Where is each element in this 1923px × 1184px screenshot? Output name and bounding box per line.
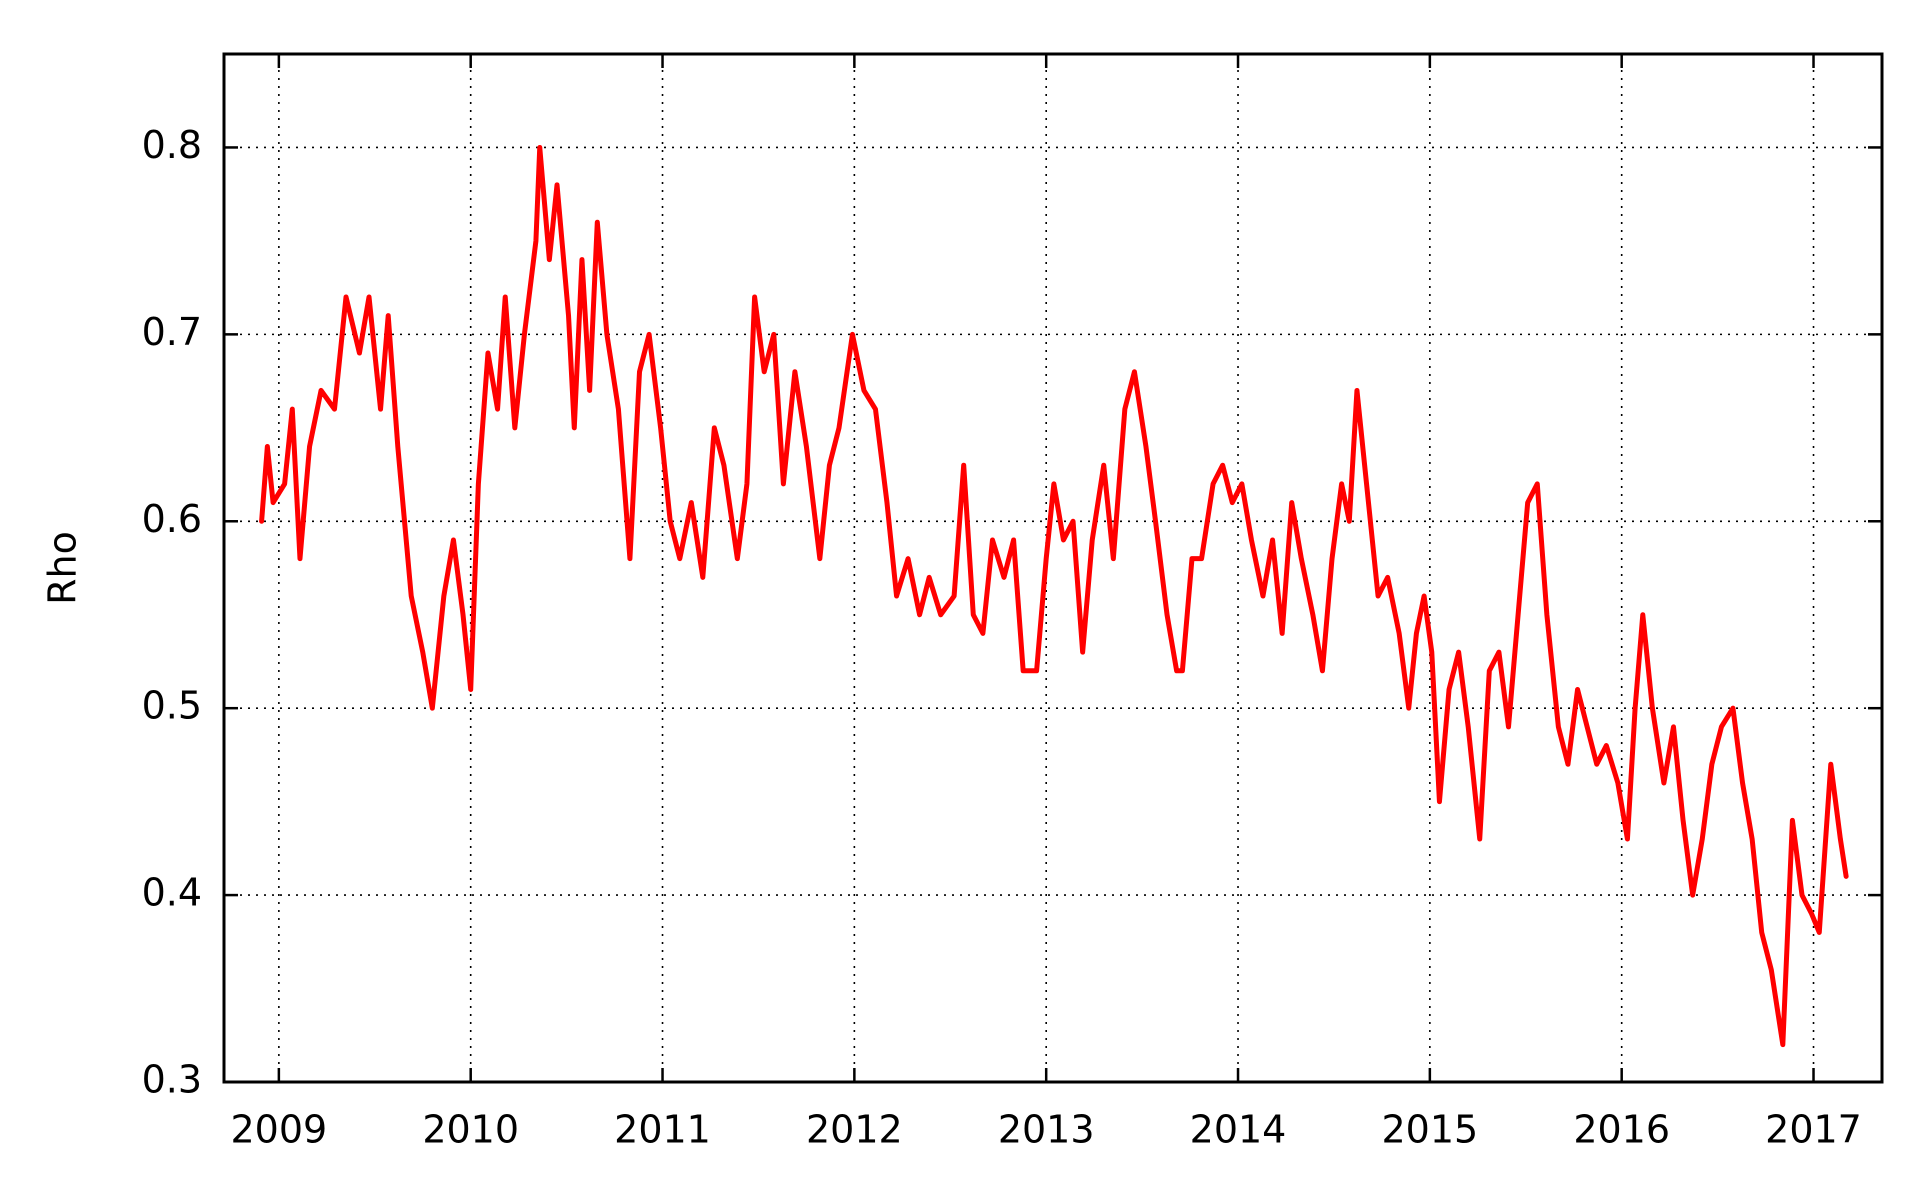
- x-tick-label: 2012: [806, 1108, 903, 1152]
- y-tick-label: 0.3: [142, 1058, 202, 1102]
- x-tick-label: 2016: [1573, 1108, 1670, 1152]
- data-line: [259, 144, 1849, 1048]
- x-tick-label: 2009: [231, 1108, 328, 1152]
- y-tick-label: 0.4: [142, 871, 202, 915]
- y-tick-label: 0.5: [142, 684, 202, 728]
- y-tick-label: 0.8: [142, 123, 202, 167]
- x-tick-label: 2013: [998, 1108, 1095, 1152]
- plot-frame: [222, 52, 1884, 1084]
- x-tick-label: 2010: [422, 1108, 519, 1152]
- x-tick-label: 2017: [1765, 1108, 1862, 1152]
- y-axis-label: Rho: [41, 531, 85, 605]
- y-tick-label: 0.7: [142, 310, 202, 354]
- x-tick-label: 2015: [1381, 1108, 1478, 1152]
- x-tick-label: 2011: [614, 1108, 711, 1152]
- y-tick-label: 0.6: [142, 497, 202, 541]
- x-tick-label: 2014: [1190, 1108, 1287, 1152]
